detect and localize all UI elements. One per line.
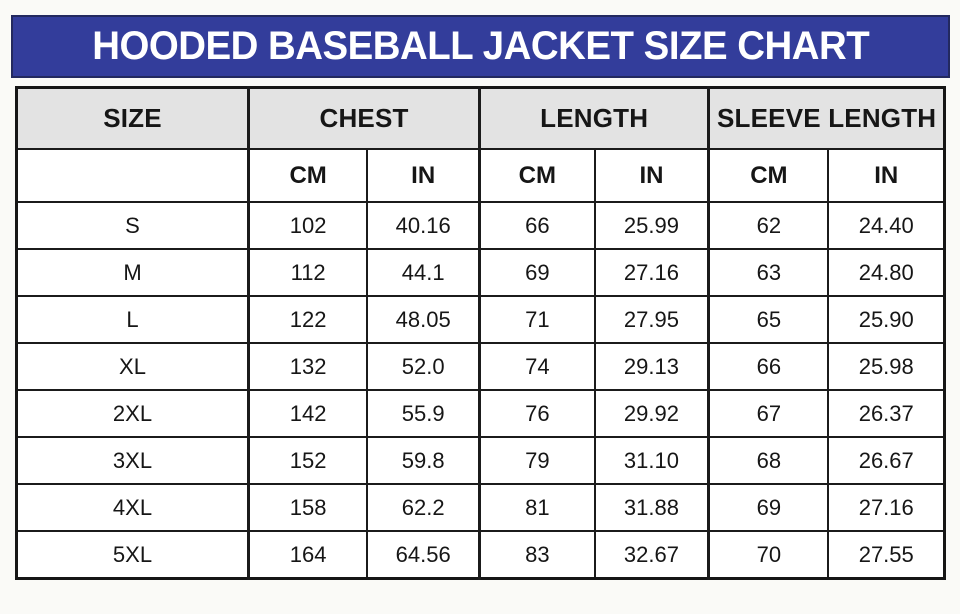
cell-chest-in: 40.16 — [366, 201, 481, 250]
table-row-xl: XL 132 52.0 74 29.13 66 25.98 — [15, 342, 946, 391]
cell-sleeve-cm: 70 — [707, 530, 830, 580]
unit-header-length-cm: CM — [478, 148, 596, 203]
cell-sleeve-cm: 65 — [707, 295, 830, 344]
unit-header-sleeve-in: IN — [827, 148, 946, 203]
table-row-3xl: 3XL 152 59.8 79 31.10 68 26.67 — [15, 436, 946, 485]
cell-size: M — [15, 248, 250, 297]
unit-header-row: CM IN CM IN CM IN — [15, 148, 946, 203]
unit-header-length-in: IN — [593, 148, 710, 203]
cell-chest-in: 52.0 — [366, 342, 481, 391]
blank-corner-cell — [15, 148, 250, 203]
cell-length-cm: 83 — [478, 530, 596, 580]
cell-chest-cm: 132 — [247, 342, 369, 391]
cell-sleeve-in: 26.67 — [827, 436, 946, 485]
cell-sleeve-in: 26.37 — [827, 389, 946, 438]
cell-size: 2XL — [15, 389, 250, 438]
cell-chest-cm: 158 — [247, 483, 369, 532]
table-row-5xl: 5XL 164 64.56 83 32.67 70 27.55 — [15, 530, 946, 580]
cell-chest-cm: 112 — [247, 248, 369, 297]
cell-size: 3XL — [15, 436, 250, 485]
cell-size: S — [15, 201, 250, 250]
cell-length-cm: 69 — [478, 248, 596, 297]
cell-length-in: 31.88 — [593, 483, 710, 532]
cell-length-cm: 66 — [478, 201, 596, 250]
cell-size: L — [15, 295, 250, 344]
cell-chest-in: 59.8 — [366, 436, 481, 485]
cell-length-cm: 79 — [478, 436, 596, 485]
table-row-m: M 112 44.1 69 27.16 63 24.80 — [15, 248, 946, 297]
cell-length-cm: 81 — [478, 483, 596, 532]
chart-title-banner: HOODED BASEBALL JACKET SIZE CHART — [11, 15, 950, 78]
cell-chest-cm: 164 — [247, 530, 369, 580]
cell-length-in: 32.67 — [593, 530, 710, 580]
table-row-l: L 122 48.05 71 27.95 65 25.90 — [15, 295, 946, 344]
cell-length-cm: 76 — [478, 389, 596, 438]
cell-chest-cm: 122 — [247, 295, 369, 344]
cell-sleeve-in: 25.98 — [827, 342, 946, 391]
cell-sleeve-cm: 62 — [707, 201, 830, 250]
cell-length-in: 27.16 — [593, 248, 710, 297]
cell-chest-in: 44.1 — [366, 248, 481, 297]
group-header-row: SIZE CHEST LENGTH SLEEVE LENGTH — [15, 86, 946, 150]
cell-length-in: 29.13 — [593, 342, 710, 391]
cell-sleeve-in: 25.90 — [827, 295, 946, 344]
cell-sleeve-cm: 69 — [707, 483, 830, 532]
table-row-2xl: 2XL 142 55.9 76 29.92 67 26.37 — [15, 389, 946, 438]
cell-chest-cm: 142 — [247, 389, 369, 438]
cell-length-in: 27.95 — [593, 295, 710, 344]
cell-sleeve-in: 27.55 — [827, 530, 946, 580]
cell-chest-cm: 152 — [247, 436, 369, 485]
cell-sleeve-cm: 66 — [707, 342, 830, 391]
cell-sleeve-in: 27.16 — [827, 483, 946, 532]
cell-sleeve-in: 24.80 — [827, 248, 946, 297]
unit-header-sleeve-cm: CM — [707, 148, 830, 203]
cell-size: XL — [15, 342, 250, 391]
cell-size: 5XL — [15, 530, 250, 580]
cell-length-cm: 74 — [478, 342, 596, 391]
cell-sleeve-cm: 67 — [707, 389, 830, 438]
cell-chest-in: 48.05 — [366, 295, 481, 344]
cell-length-cm: 71 — [478, 295, 596, 344]
cell-sleeve-cm: 63 — [707, 248, 830, 297]
cell-length-in: 25.99 — [593, 201, 710, 250]
table-row-4xl: 4XL 158 62.2 81 31.88 69 27.16 — [15, 483, 946, 532]
column-header-length: LENGTH — [478, 86, 710, 150]
cell-sleeve-in: 24.40 — [827, 201, 946, 250]
size-chart-table: SIZE CHEST LENGTH SLEEVE LENGTH CM IN CM… — [15, 86, 946, 580]
column-header-chest: CHEST — [246, 86, 481, 150]
cell-chest-in: 62.2 — [366, 483, 481, 532]
cell-sleeve-cm: 68 — [707, 436, 830, 485]
cell-chest-in: 55.9 — [366, 389, 481, 438]
unit-header-chest-cm: CM — [247, 148, 369, 203]
unit-header-chest-in: IN — [366, 148, 481, 203]
cell-chest-cm: 102 — [247, 201, 369, 250]
column-header-sleeve-length: SLEEVE LENGTH — [707, 86, 946, 150]
cell-size: 4XL — [15, 483, 250, 532]
cell-length-in: 29.92 — [593, 389, 710, 438]
cell-chest-in: 64.56 — [366, 530, 481, 580]
cell-length-in: 31.10 — [593, 436, 710, 485]
table-row-s: S 102 40.16 66 25.99 62 24.40 — [15, 201, 946, 250]
page-title: HOODED BASEBALL JACKET SIZE CHART — [91, 24, 870, 68]
column-header-size: SIZE — [15, 86, 250, 150]
